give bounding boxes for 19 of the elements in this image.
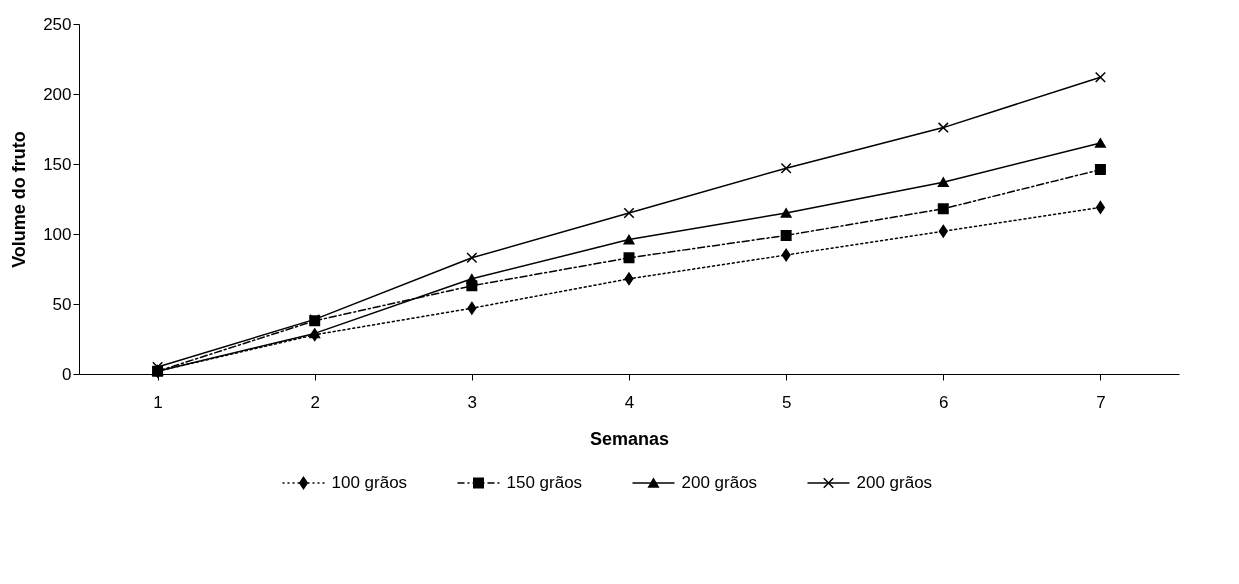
x-tick-label: 7: [1096, 392, 1106, 412]
x-tick-label: 1: [153, 392, 163, 412]
y-tick-label: 150: [43, 154, 72, 174]
y-tick-label: 200: [43, 84, 72, 104]
x-tick-label: 6: [939, 392, 949, 412]
y-tick-label: 100: [43, 224, 72, 244]
y-tick-label: 50: [52, 294, 72, 314]
legend-label: 200 grãos: [681, 473, 758, 492]
x-tick-label: 2: [310, 392, 320, 412]
legend-label: 200 grãos: [856, 473, 933, 492]
legend-label: 150 grãos: [506, 473, 583, 492]
x-tick-label: 3: [467, 392, 478, 412]
y-tick-label: 0: [62, 364, 72, 384]
y-axis-title: Volume do fruto: [9, 131, 30, 268]
y-tick-label: 250: [43, 14, 72, 34]
x-axis-title: Semanas: [589, 428, 670, 449]
legend-label: 100 grãos: [331, 473, 408, 492]
x-tick-label: 4: [624, 392, 635, 412]
x-tick-label: 5: [781, 392, 792, 412]
